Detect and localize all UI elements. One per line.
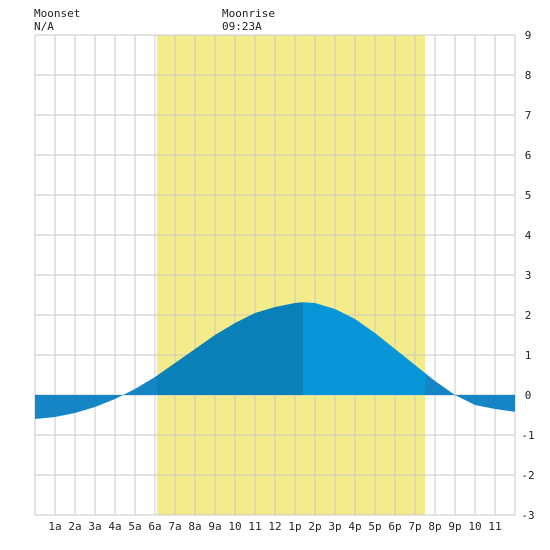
y-tick-label: -3 (521, 509, 534, 522)
x-tick-label: 3a (88, 520, 101, 533)
tide-area-day-rising (157, 302, 303, 395)
x-tick-label: 6a (148, 520, 161, 533)
x-tick-label: 4p (348, 520, 361, 533)
y-tick-label: 6 (525, 149, 532, 162)
y-tick-label: 1 (525, 349, 532, 362)
x-tick-label: 12 (268, 520, 281, 533)
x-tick-label: 7a (168, 520, 181, 533)
x-tick-label: 1a (48, 520, 61, 533)
x-tick-label: 9a (208, 520, 221, 533)
tide-area-day-falling (303, 302, 425, 395)
x-tick-label: 8a (188, 520, 201, 533)
y-axis-labels: -3 -2 -1 0 1 2 3 4 5 6 7 8 9 (521, 29, 534, 522)
x-tick-label: 6p (388, 520, 401, 533)
y-tick-label: 3 (525, 269, 532, 282)
x-tick-label: 9p (448, 520, 461, 533)
moonset-label: Moonset (34, 7, 81, 20)
x-tick-label: 2p (308, 520, 321, 533)
tide-area-night-after (425, 373, 515, 412)
tide-areas (35, 302, 515, 419)
tide-area-night-before (35, 375, 157, 419)
x-tick-label: 1p (288, 520, 301, 533)
y-tick-label: -2 (521, 469, 534, 482)
moonrise-value: 09:23A (222, 20, 262, 33)
y-tick-label: 0 (525, 389, 532, 402)
x-tick-label: 2a (68, 520, 81, 533)
y-tick-label: 8 (525, 69, 532, 82)
moonset-value: N/A (34, 20, 54, 33)
x-tick-label: 10 (468, 520, 481, 533)
x-tick-label: 5p (368, 520, 381, 533)
y-tick-label: -1 (521, 429, 534, 442)
y-tick-label: 2 (525, 309, 532, 322)
x-tick-label: 8p (428, 520, 441, 533)
x-tick-label: 4a (108, 520, 121, 533)
y-tick-label: 4 (525, 229, 532, 242)
x-tick-label: 11 (248, 520, 261, 533)
y-tick-label: 5 (525, 189, 532, 202)
x-tick-label: 7p (408, 520, 421, 533)
grid (34, 34, 516, 516)
y-tick-label: 9 (525, 29, 532, 42)
x-axis-labels: 1a 2a 3a 4a 5a 6a 7a 8a 9a 10 11 12 1p 2p 3p 4p 5p 6p 7p 8p… (48, 520, 501, 533)
y-tick-label: 7 (525, 109, 532, 122)
x-tick-label: 3p (328, 520, 341, 533)
moonrise-label: Moonrise (222, 7, 275, 20)
x-tick-label: 10 (228, 520, 241, 533)
x-tick-label: 11 (488, 520, 501, 533)
x-tick-label: 5a (128, 520, 141, 533)
